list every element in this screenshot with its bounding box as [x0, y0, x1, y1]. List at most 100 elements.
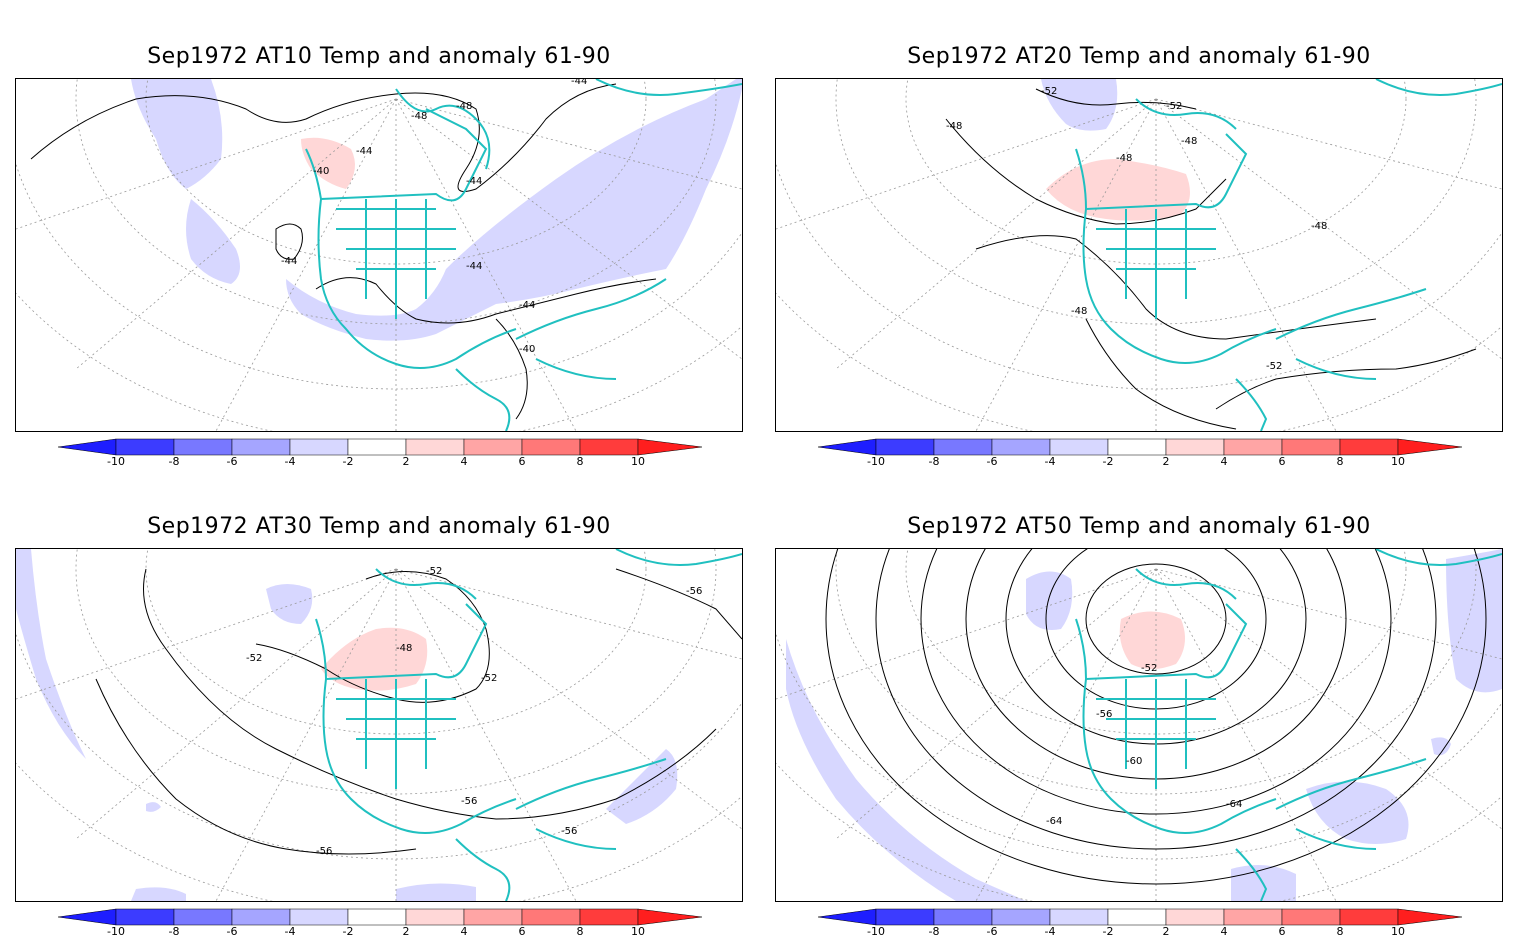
contour-label: -52: [246, 653, 262, 664]
panel-title: Sep1972 AT50 Temp and anomaly 61-90: [907, 514, 1371, 539]
map-svg: -52 -56 -60 -64 -64: [776, 549, 1502, 901]
colorbar-tick: -6: [226, 455, 238, 468]
contour-label: -52: [1041, 86, 1057, 97]
map-panel-at30: Sep1972 AT30 Temp and anomaly 61-90: [0, 470, 760, 940]
colorbar-tick: -2: [342, 925, 354, 938]
contour-label: -44: [466, 176, 482, 187]
colorbar-tick: 4: [460, 455, 468, 468]
contour-label: -40: [519, 344, 535, 355]
map-frame: -52 -52 -48 -48 -48 -48 -48 -52: [775, 78, 1503, 432]
colorbar-tick: -8: [928, 925, 940, 938]
contour-label: -44: [519, 300, 535, 311]
contour-labels: -52 -56 -52 -48 -52 -56 -56 -56: [246, 566, 702, 857]
contour-label: -44: [356, 146, 372, 157]
colorbar-tick: -6: [986, 925, 998, 938]
colorbar-tick: 6: [1278, 455, 1286, 468]
contour-label: -48: [1181, 136, 1197, 147]
coastlines: [1075, 549, 1502, 901]
colorbar-tick: 8: [576, 455, 584, 468]
contour-label: -52: [481, 673, 497, 684]
contour-label: -56: [316, 846, 332, 857]
contour-label: -56: [461, 796, 477, 807]
colorbar-tick: 2: [402, 455, 410, 468]
colorbar-tick: 8: [1336, 455, 1344, 468]
contour-label: -44: [281, 256, 297, 267]
contour-label: -48: [1116, 153, 1132, 164]
coastlines: [315, 549, 742, 901]
colorbar-tick: -6: [226, 925, 238, 938]
colorbar-tick: 2: [402, 925, 410, 938]
colorbar-tick: 4: [460, 925, 468, 938]
contour-label: -56: [561, 826, 577, 837]
colorbar-tick: -8: [928, 455, 940, 468]
colorbar-tick: 8: [1336, 925, 1344, 938]
map-svg: -52 -52 -48 -48 -48 -48 -48 -52: [776, 79, 1502, 431]
map-panel-at50: Sep1972 AT50 Temp and anomaly 61-90: [760, 470, 1520, 940]
contour-label: -48: [396, 643, 412, 654]
coastlines: [1075, 79, 1502, 431]
panel-title: Sep1972 AT20 Temp and anomaly 61-90: [907, 44, 1371, 69]
colorbar: -10 -8 -6 -4 -2 2 4 6 8 10: [58, 438, 702, 468]
contour-label: -48: [1311, 221, 1327, 232]
colorbar-tick: 2: [1162, 925, 1170, 938]
colorbar-svg: [58, 908, 702, 926]
contour-label: -48: [456, 101, 472, 112]
colorbar-tick: -4: [1044, 455, 1056, 468]
colorbar-tick: -4: [284, 455, 296, 468]
colorbar-tick: -2: [342, 455, 354, 468]
colorbar-tick: 10: [631, 455, 645, 468]
temperature-contours: [95, 568, 742, 855]
contour-label: -56: [686, 586, 702, 597]
contour-label: -44: [466, 261, 482, 272]
contour-labels: -52 -52 -48 -48 -48 -48 -48 -52: [946, 86, 1327, 372]
colorbar-tick: -8: [168, 455, 180, 468]
colorbar-svg: [818, 908, 1462, 926]
contour-label: -64: [1046, 816, 1062, 827]
contour-label: -52: [1166, 101, 1182, 112]
panel-title: Sep1972 AT10 Temp and anomaly 61-90: [147, 44, 611, 69]
colorbar-tick: 2: [1162, 455, 1170, 468]
anomaly-shading: [16, 549, 678, 901]
map-panel-at10: Sep1972 AT10 Temp and anomaly 61-90: [0, 0, 760, 470]
colorbar-tick: 6: [1278, 925, 1286, 938]
coastlines: [305, 79, 742, 431]
colorbar-svg: [58, 438, 702, 456]
colorbar-tick: 4: [1220, 925, 1228, 938]
lat-lon-grid: [16, 549, 742, 901]
map-frame: -52 -56 -52 -48 -52 -56 -56 -56: [15, 548, 743, 902]
colorbar-tick: 6: [518, 455, 526, 468]
colorbar: -10 -8 -6 -4 -2 2 4 6 8 10: [818, 908, 1462, 938]
colorbar: -10 -8 -6 -4 -2 2 4 6 8 10: [58, 908, 702, 938]
colorbar-tick: 4: [1220, 455, 1228, 468]
temperature-contours: [945, 88, 1477, 430]
colorbar-tick: -4: [284, 925, 296, 938]
map-svg: -52 -56 -52 -48 -52 -56 -56 -56: [16, 549, 742, 901]
contour-label: -44: [571, 79, 587, 87]
colorbar-tick: -2: [1102, 455, 1114, 468]
contour-labels: -44 -48 -48 -44 -44 -40 -44 -44 -44 -40: [281, 79, 587, 355]
colorbar-tick: 10: [1391, 925, 1405, 938]
colorbar-tick: -8: [168, 925, 180, 938]
contour-label: -48: [946, 121, 962, 132]
contour-label: -48: [1071, 306, 1087, 317]
map-svg: -44 -48 -48 -44 -44 -40 -44 -44 -44 -40: [16, 79, 742, 431]
colorbar: -10 -8 -6 -4 -2 2 4 6 8 10: [818, 438, 1462, 468]
panel-title: Sep1972 AT30 Temp and anomaly 61-90: [147, 514, 611, 539]
contour-labels: -52 -56 -60 -64 -64: [1046, 663, 1242, 827]
contour-label: -52: [1266, 361, 1282, 372]
anomaly-shading: [131, 79, 742, 341]
colorbar-tick: -10: [107, 455, 125, 468]
contour-label: -64: [1226, 799, 1242, 810]
colorbar-tick: -10: [867, 455, 885, 468]
colorbar-tick: 6: [518, 925, 526, 938]
colorbar-tick: 10: [631, 925, 645, 938]
contour-label: -56: [1096, 709, 1112, 720]
contour-label: -52: [1141, 663, 1157, 674]
colorbar-tick: -10: [107, 925, 125, 938]
lat-lon-grid: [776, 79, 1502, 431]
colorbar-tick: -10: [867, 925, 885, 938]
colorbar-tick: -2: [1102, 925, 1114, 938]
lat-lon-grid: [776, 549, 1502, 901]
map-frame: -52 -56 -60 -64 -64: [775, 548, 1503, 902]
colorbar-tick: 8: [576, 925, 584, 938]
